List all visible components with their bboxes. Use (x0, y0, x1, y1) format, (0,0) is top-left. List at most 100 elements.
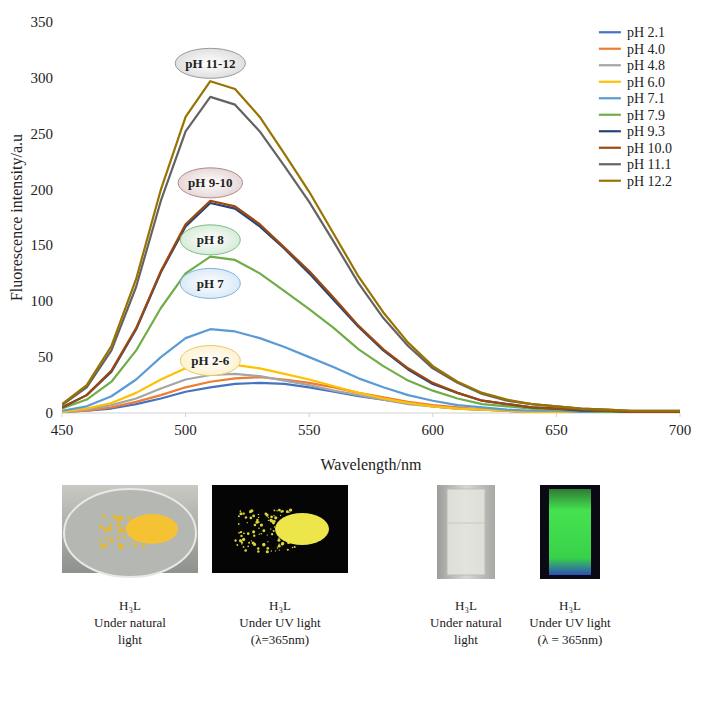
photo-caption: (λ = 365nm) (538, 632, 603, 647)
x-tick-label: 450 (51, 422, 74, 438)
powder-speck (256, 519, 259, 522)
y-axis-title: Fluorescence intensity/a.u (8, 134, 26, 301)
powder-speck (241, 543, 242, 544)
powder-speck (277, 547, 279, 549)
annotation-label: pH 2-6 (191, 353, 229, 368)
powder-speck (270, 516, 273, 519)
powder-speck (286, 511, 288, 513)
legend-label: pH 4.0 (627, 42, 665, 57)
powder-speck (243, 546, 245, 548)
legend-label: pH 6.0 (627, 75, 665, 90)
powder-speck (234, 539, 236, 541)
powder-speck (268, 520, 269, 521)
x-tick-label: 700 (669, 422, 692, 438)
x-tick-label: 500 (174, 422, 197, 438)
legend-swatch (599, 163, 621, 165)
legend-label: pH 4.8 (627, 58, 665, 73)
powder-speck (238, 523, 240, 525)
powder-speck (238, 515, 240, 517)
annotation-ellipse (180, 345, 240, 375)
powder-pile (275, 513, 329, 545)
x-tick-label: 600 (422, 422, 445, 438)
powder-speck (136, 543, 138, 545)
y-tick-label: 300 (31, 70, 54, 86)
powder-speck (116, 520, 119, 523)
powder-speck (104, 530, 107, 533)
photo-caption: Under natural (94, 615, 166, 630)
powder-speck (254, 524, 257, 527)
x-tick-mark (432, 413, 433, 417)
powder-speck (252, 530, 255, 533)
powder-speck (253, 543, 256, 546)
x-tick-mark (309, 413, 310, 417)
y-tick-label: 0 (46, 405, 54, 421)
legend-label: pH 7.9 (627, 108, 665, 123)
legend-label: pH 12.2 (627, 174, 672, 189)
powder-speck (99, 539, 102, 542)
spectrum-line (62, 329, 680, 412)
legend-label: pH 11.1 (627, 157, 672, 172)
powder-speck (279, 549, 280, 550)
powder-speck (103, 516, 105, 518)
powder-speck (273, 530, 275, 532)
powder-speck (134, 545, 137, 548)
powder-speck (273, 520, 276, 523)
photo-background (540, 485, 600, 579)
powder-speck (278, 545, 281, 548)
powder-speck (286, 510, 289, 513)
powder-speck (118, 526, 121, 529)
legend-swatch (599, 97, 621, 99)
x-tick-mark (185, 413, 186, 417)
legend-label: pH 7.1 (627, 91, 665, 106)
powder-speck (142, 545, 146, 549)
legend: pH 2.1pH 4.0pH 4.8pH 6.0pH 7.1pH 7.9pH 9… (599, 25, 672, 189)
legend-label: pH 9.3 (627, 124, 665, 139)
powder-speck (243, 532, 245, 534)
powder-speck (105, 537, 108, 540)
y-tick-label: 100 (31, 293, 54, 309)
photo-background (437, 485, 495, 579)
x-tick-label: 550 (298, 422, 321, 438)
legend-swatch (599, 81, 621, 83)
powder-speck (241, 531, 243, 533)
powder-speck (103, 528, 107, 532)
powder-pile (126, 514, 178, 544)
powder-speck (262, 543, 265, 546)
powder-speck (262, 529, 265, 532)
annotation-label: pH 11-12 (185, 56, 235, 71)
powder-speck (247, 522, 248, 523)
powder-speck (257, 550, 259, 552)
powder-speck (252, 515, 255, 518)
powder-speck (258, 527, 260, 529)
y-tick-label: 200 (31, 182, 54, 198)
powder-speck (109, 523, 112, 526)
powder-speck (244, 549, 247, 552)
powder-speck (121, 533, 123, 535)
legend-swatch (599, 147, 621, 149)
photo-caption: Under UV light (239, 615, 321, 630)
powder-speck (274, 516, 277, 519)
annotation-ellipse (180, 225, 240, 255)
powder-speck (275, 550, 276, 551)
powder-speck (243, 513, 245, 515)
x-tick-mark (556, 413, 557, 417)
powder-speck (258, 517, 260, 519)
annotation-label: pH 8 (197, 232, 225, 247)
powder-speck (100, 545, 104, 549)
powder-speck (132, 540, 135, 543)
y-tick-label: 50 (38, 349, 53, 365)
spectrum-line (62, 201, 680, 412)
spectrum-line (62, 97, 680, 411)
cuvette-glow (549, 489, 591, 575)
powder-speck (273, 515, 274, 516)
powder-speck (124, 536, 127, 539)
powder-speck (117, 530, 120, 533)
powder-speck (289, 508, 292, 511)
powder-speck (245, 516, 248, 519)
powder-speck (240, 531, 242, 533)
powder-speck (269, 519, 272, 522)
photo-caption: (λ=365nm) (251, 632, 309, 647)
powder-speck (112, 514, 115, 517)
powder-speck (118, 543, 121, 546)
powder-speck (110, 539, 114, 543)
